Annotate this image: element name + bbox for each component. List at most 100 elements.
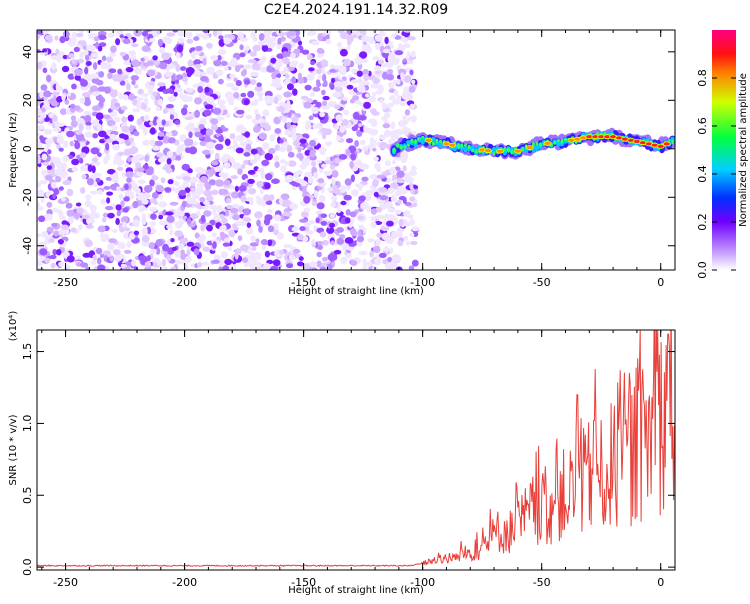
heatmap-cell (327, 253, 337, 262)
heatmap-cell (181, 107, 188, 116)
heatmap-cell (242, 68, 248, 76)
heatmap-cell (157, 131, 165, 137)
heatmap-cell (56, 249, 62, 256)
heatmap-cell (156, 118, 162, 125)
heatmap-cell (152, 55, 158, 61)
heatmap-cell (46, 165, 53, 171)
heatmap-cell (57, 239, 64, 245)
heatmap-cell (62, 179, 72, 186)
heatmap-cell (277, 37, 282, 45)
heatmap-cell (280, 36, 286, 42)
heatmap-cell (150, 213, 157, 220)
spectrogram-axes: -250 -200 -150 -100 -50 0 40 20 0 -20 -40 (21, 30, 675, 289)
heatmap-cell (382, 123, 391, 129)
heatmap-cell (91, 119, 100, 127)
heatmap-cell (363, 125, 368, 133)
heatmap-cell (115, 217, 120, 226)
heatmap-cell (166, 150, 174, 158)
heatmap-cell (470, 145, 475, 151)
heatmap-cell (119, 80, 126, 86)
heatmap-cell (199, 118, 206, 124)
heatmap-cell (91, 157, 98, 163)
heatmap-cell (64, 99, 70, 105)
heatmap-cell (263, 30, 273, 36)
heatmap-cell (372, 56, 380, 61)
heatmap-cell (398, 68, 407, 76)
heatmap-cell (375, 214, 385, 220)
heatmap-cell (197, 86, 204, 93)
heatmap-cell (367, 36, 376, 44)
heatmap-cell (195, 33, 204, 38)
heatmap-cell (348, 145, 357, 154)
heatmap-cell (196, 236, 204, 243)
heatmap-cell (37, 181, 42, 188)
heatmap-cell (411, 79, 416, 85)
heatmap-cell (506, 147, 510, 153)
heatmap-cell (344, 178, 352, 186)
heatmap-cell (109, 91, 118, 98)
heatmap-cell (188, 147, 197, 154)
heatmap-cell (110, 45, 117, 53)
heatmap-cell (70, 120, 78, 128)
heatmap-cell (306, 73, 315, 81)
heatmap-cell (344, 217, 351, 224)
heatmap-cell (345, 148, 351, 156)
heatmap-cell (185, 31, 193, 38)
heatmap-cell (244, 131, 251, 138)
heatmap-cell (166, 215, 175, 223)
heatmap-cell (135, 187, 141, 195)
heatmap-cell (85, 54, 90, 61)
heatmap-cell (264, 214, 273, 221)
heatmap-cell (273, 96, 279, 105)
heatmap-cell (108, 68, 117, 74)
heatmap-cell (99, 253, 105, 258)
heatmap-cell (397, 240, 404, 247)
heatmap-cell (130, 75, 139, 81)
heatmap-cell (82, 252, 92, 258)
heatmap-cell (303, 207, 311, 213)
heatmap-cell (387, 187, 394, 194)
heatmap-cell (228, 213, 234, 219)
heatmap-cell (240, 220, 247, 226)
heatmap-cell (221, 189, 229, 195)
heatmap-cell (267, 239, 273, 247)
snr-series-line (37, 330, 675, 567)
heatmap-cell (281, 116, 288, 124)
heatmap-cell (384, 263, 392, 269)
heatmap-cell (128, 93, 135, 101)
heatmap-cell (126, 83, 131, 91)
heatmap-cell (59, 108, 67, 115)
heatmap-cell (297, 40, 303, 46)
heatmap-cell (94, 41, 100, 49)
heatmap-cell (335, 114, 343, 122)
heatmap-cell (289, 52, 296, 59)
heatmap-cell (346, 45, 351, 50)
heatmap-cell (152, 60, 161, 66)
heatmap-cell (182, 200, 187, 208)
heatmap-cell (340, 185, 347, 194)
heatmap-cell (121, 116, 128, 123)
heatmap-cell (228, 230, 236, 238)
heatmap-cell (514, 148, 522, 154)
heatmap-cell (132, 200, 139, 209)
heatmap-cell (375, 206, 383, 213)
heatmap-cell (140, 93, 149, 97)
heatmap-cell (381, 116, 388, 122)
heatmap-cell (309, 92, 316, 97)
heatmap-cell (397, 120, 407, 128)
heatmap-cell (131, 80, 136, 86)
heatmap-cell (201, 261, 209, 266)
heatmap-cell (218, 78, 224, 85)
heatmap-cell (210, 118, 219, 125)
heatmap-cell (116, 158, 123, 166)
heatmap-cell (392, 98, 400, 105)
heatmap-cell (656, 143, 665, 149)
heatmap-cell (223, 179, 231, 186)
heatmap-cell (120, 263, 126, 269)
heatmap-cell (320, 220, 328, 226)
heatmap-cell (531, 141, 535, 147)
heatmap-cell (350, 79, 359, 84)
heatmap-cell (106, 197, 111, 204)
heatmap-cell (396, 170, 405, 179)
heatmap-cell (71, 166, 79, 172)
